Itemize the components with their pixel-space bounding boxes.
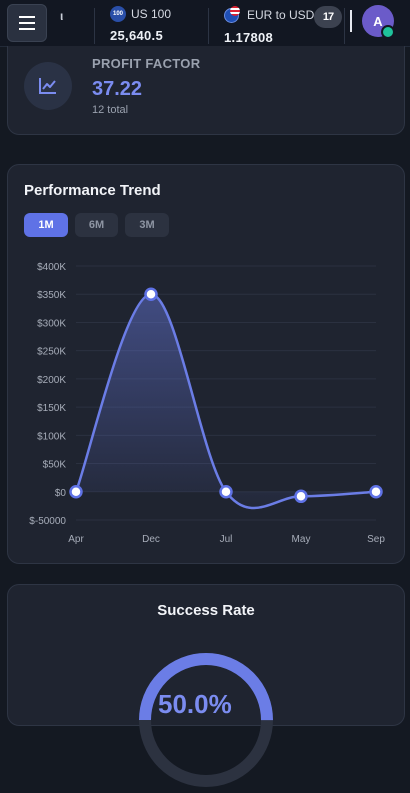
- ticker-value: 1.17808: [224, 30, 274, 45]
- y-tick-label: $200K: [37, 375, 66, 386]
- ticker-name: US 100: [131, 7, 172, 21]
- divider: [344, 8, 345, 44]
- avatar[interactable]: A: [362, 5, 394, 37]
- nasdaq-badge-icon: 100: [110, 6, 126, 22]
- ticker-name: EUR to USD: [247, 8, 315, 22]
- range-button-1m[interactable]: 1M: [24, 213, 68, 237]
- divider: [94, 8, 95, 44]
- y-tick-label: $400K: [37, 262, 66, 273]
- y-tick-label: $300K: [37, 318, 66, 329]
- x-tick-label: May: [292, 534, 311, 545]
- y-tick-label: $50K: [43, 460, 67, 471]
- chart-line-icon: [24, 62, 72, 110]
- divider: [208, 8, 209, 44]
- y-tick-label: $150K: [37, 403, 66, 414]
- top-bar: ι 100 US 100 25,640.5 EUR to USD 1.17808…: [0, 0, 410, 47]
- profit-factor-value: 37.22: [92, 78, 143, 100]
- profit-factor-card: PROFIT FACTOR 37.22 12 total: [7, 46, 405, 135]
- clipped-ticker: ι: [60, 9, 64, 23]
- range-button-3m[interactable]: 3M: [125, 213, 169, 237]
- range-button-6m[interactable]: 6M: [75, 213, 118, 237]
- section-title: Success Rate: [157, 602, 255, 619]
- data-point[interactable]: [369, 485, 383, 499]
- ticker-us100[interactable]: 100 US 100 25,640.5: [110, 6, 171, 43]
- data-point[interactable]: [69, 485, 83, 499]
- x-tick-label: Jul: [220, 534, 233, 545]
- hamburger-icon: [19, 16, 35, 30]
- x-tick-label: Sep: [367, 534, 385, 545]
- tradingview-icon[interactable]: 17: [314, 6, 342, 28]
- profit-factor-total: 12 total: [92, 104, 129, 116]
- eu-us-flag-icon: [224, 6, 242, 24]
- y-tick-label: $0: [55, 488, 67, 499]
- series-area: [76, 294, 376, 509]
- y-tick-label: $100K: [37, 431, 66, 442]
- bar-divider: [350, 10, 352, 32]
- profit-factor-label: PROFIT FACTOR: [92, 56, 201, 71]
- menu-button[interactable]: [7, 4, 47, 42]
- data-point[interactable]: [294, 489, 308, 504]
- ticker-eurusd[interactable]: EUR to USD 1.17808: [224, 6, 314, 45]
- y-tick-label: $350K: [37, 290, 66, 301]
- success-rate-card: Success Rate 50.0%: [7, 584, 405, 787]
- data-point[interactable]: [219, 485, 233, 499]
- x-tick-label: Dec: [142, 534, 160, 545]
- success-rate-gauge: [139, 653, 273, 787]
- online-status-dot: [381, 25, 395, 39]
- y-tick-label: $-50000: [29, 516, 66, 527]
- performance-trend-card: Performance Trend 1M 6M 3M $400K $350K $30…: [7, 164, 405, 564]
- ticker-value: 25,640.5: [110, 28, 164, 43]
- x-tick-label: Apr: [68, 534, 84, 545]
- performance-chart: $400K $350K $300K $250K $200K $150K $100K $50K $…: [29, 262, 385, 545]
- section-title: Performance Trend: [24, 182, 161, 199]
- y-tick-label: $250K: [37, 347, 66, 358]
- success-rate-value: 50.0%: [158, 689, 232, 719]
- data-point[interactable]: [144, 287, 158, 301]
